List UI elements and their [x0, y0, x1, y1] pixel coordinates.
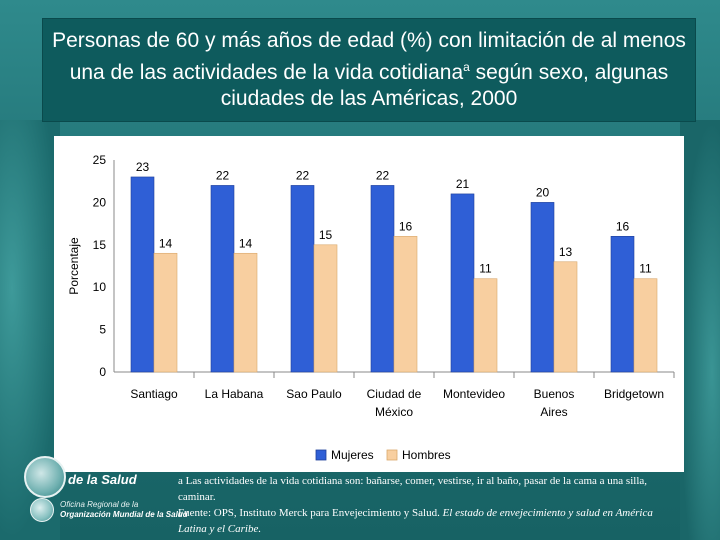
y-tick-label: 25 [93, 153, 107, 167]
y-axis-label: Porcentaje [67, 237, 81, 295]
x-tick-label: Montevideo [443, 387, 505, 401]
legend-swatch-mujeres [315, 449, 327, 461]
bar-mujeres [210, 185, 235, 373]
y-tick-label: 15 [93, 238, 107, 252]
x-tick-label: Aires [540, 405, 567, 419]
y-tick-label: 5 [99, 323, 106, 337]
logo-text-line3: Oficina Regional de la [60, 500, 139, 509]
bar-hombres [553, 261, 578, 373]
bar-hombres [633, 278, 658, 373]
source-title: El estado de envejecimiento y salud en A… [178, 507, 653, 535]
bar-hombres [473, 278, 498, 373]
data-label: 11 [639, 262, 652, 276]
footnote-source: Fuente: OPS, Instituto Merck para Enveje… [178, 505, 678, 537]
x-tick-label: Santiago [130, 387, 178, 401]
title-footnote-marker: a [463, 60, 470, 74]
bar-mujeres [370, 185, 395, 373]
footnote-note: a Las actividades de la vida cotidiana s… [178, 475, 648, 503]
x-tick-label: Sao Paulo [286, 387, 342, 401]
legend-label-mujeres: Mujeres [331, 448, 374, 462]
data-label: 22 [376, 168, 390, 182]
data-label: 13 [559, 245, 573, 259]
bar-mujeres [130, 176, 155, 373]
bar-hombres [393, 236, 418, 373]
bar-hombres [313, 244, 338, 373]
data-label: 20 [536, 185, 550, 199]
data-label: 14 [239, 236, 253, 250]
y-tick-label: 10 [93, 280, 107, 294]
x-tick-label: Buenos [534, 387, 575, 401]
legend-label-hombres: Hombres [402, 448, 451, 462]
slide-title: Personas de 60 y más años de edad (%) co… [49, 28, 689, 112]
logo-text-line1: Panamericana [68, 456, 157, 471]
data-label: 22 [296, 168, 310, 182]
bar-hombres [233, 252, 258, 373]
bar-hombres [153, 252, 178, 373]
bar-chart: Porcentaje 0 5 10 15 20 25 23 14 Santiago 22 14 La H… [67, 153, 675, 462]
globe-icon [24, 456, 66, 498]
x-tick-label: Ciudad de [367, 387, 422, 401]
background-photo-right [680, 120, 720, 540]
who-emblem-icon [30, 498, 54, 522]
y-tick-label: 20 [93, 195, 107, 209]
slide-title-box: Personas de 60 y más años de edad (%) co… [42, 18, 696, 122]
data-label: 16 [616, 219, 630, 233]
data-label: 14 [159, 236, 173, 250]
data-label: 22 [216, 168, 230, 182]
ops-logo: Panamericana de la Salud Oficina Regiona… [20, 452, 188, 532]
data-label: 16 [399, 219, 413, 233]
source-prefix: Fuente: OPS, Instituto Merck para Enveje… [178, 507, 443, 519]
bar-mujeres [290, 185, 315, 373]
x-tick-label: La Habana [205, 387, 264, 401]
logo-text-line2: de la Salud [68, 472, 137, 487]
logo-text-line4: Organización Mundial de la Salud [60, 510, 188, 519]
title-end: según sexo, algunas ciudades de las Amér… [220, 61, 669, 110]
data-label: 15 [319, 228, 333, 242]
x-tick-label: México [375, 405, 413, 419]
data-label: 21 [456, 177, 470, 191]
data-label: 23 [136, 160, 150, 174]
data-label: 11 [479, 262, 492, 276]
title-main: Personas de 60 y más años de edad (%) co… [52, 29, 686, 84]
y-tick-label: 0 [99, 365, 106, 379]
bar-mujeres [610, 236, 635, 373]
x-tick-label: Bridgetown [604, 387, 664, 401]
legend-swatch-hombres [386, 449, 398, 461]
chart-panel: Porcentaje 0 5 10 15 20 25 23 14 Santiago 22 14 La H… [54, 136, 684, 472]
bar-mujeres [530, 202, 555, 373]
bar-mujeres [450, 193, 475, 373]
footnote: a Las actividades de la vida cotidiana s… [178, 473, 678, 537]
